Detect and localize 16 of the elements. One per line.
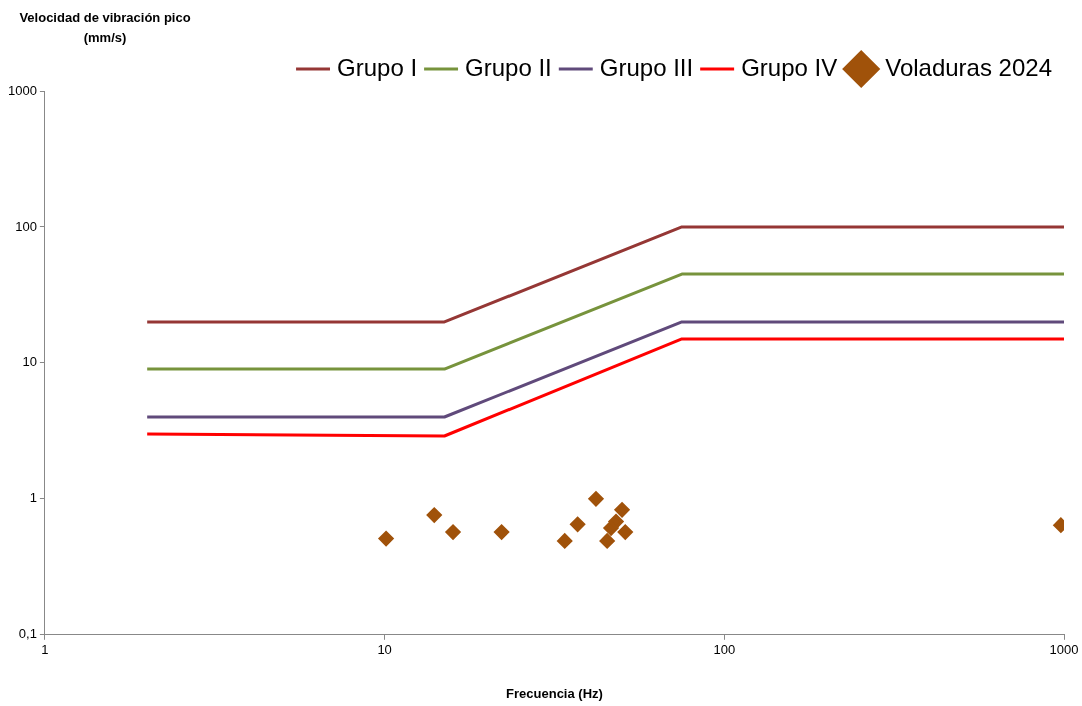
x-tick-label: 1 [41,642,49,658]
legend-label: Grupo II [465,53,552,81]
y-axis-title: Velocidad de vibración pico (mm/s) [18,9,192,47]
y-tick-label: 0,1 [18,626,37,642]
y-tick-label: 100 [15,218,37,234]
x-axis-title: Frecuencia (Hz) [506,685,603,701]
legend-label: Voladuras 2024 [885,53,1053,81]
x-tick-label: 100 [713,642,736,658]
y-tick-label: 1 [29,490,37,506]
y-tick-label: 1000 [8,82,37,98]
x-tick-label: 10 [377,642,392,658]
x-tick-label: 1000 [1049,642,1079,658]
legend-label: Grupo IV [741,53,838,81]
legend-label: Grupo III [599,53,694,81]
y-tick-label: 10 [22,354,37,370]
legend-label: Grupo I [337,53,418,81]
